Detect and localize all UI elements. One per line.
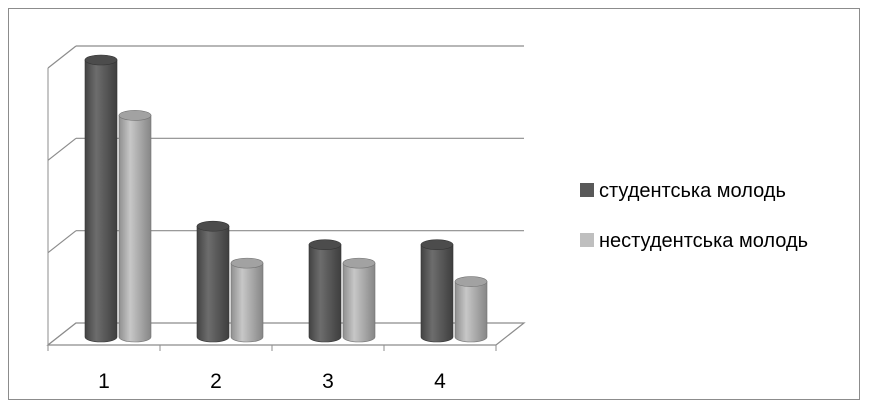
floor-plane <box>46 322 526 346</box>
bar-body <box>308 244 342 343</box>
gridline-depth-3 <box>47 45 77 69</box>
chart-floor <box>46 322 526 351</box>
x-tick-label: 3 <box>322 370 334 393</box>
legend-item-2: нестудентська молодь <box>580 230 808 252</box>
gridline-depth-2 <box>47 137 77 161</box>
legend-label: нестудентська молодь <box>599 230 808 252</box>
bar-top <box>196 220 230 232</box>
bar-body <box>420 244 454 343</box>
bar-top <box>420 239 454 250</box>
bar-top <box>454 276 488 287</box>
legend-swatch <box>580 183 594 197</box>
bar-1-1 <box>84 54 118 343</box>
bar-2-4 <box>454 276 488 343</box>
bar-1-3 <box>308 239 342 343</box>
bar-body <box>230 262 264 343</box>
bar-body <box>84 59 118 343</box>
bar-top <box>342 257 376 269</box>
x-axis-ticks: 1 2 3 4 <box>98 370 446 393</box>
x-tick-label: 2 <box>210 370 222 393</box>
bar-1-4 <box>420 239 454 343</box>
bar-top <box>230 257 264 269</box>
legend-label: студентська молодь <box>599 180 786 202</box>
x-tick-label: 1 <box>98 370 110 393</box>
legend-item-1: студентська молодь <box>580 180 786 202</box>
x-tick-label: 4 <box>434 370 446 393</box>
bar-top <box>84 54 118 66</box>
bar-body <box>454 281 488 343</box>
bar-body <box>118 115 152 343</box>
bar-2-3 <box>342 257 376 343</box>
bar-top <box>308 239 342 250</box>
bar-1-2 <box>196 220 230 343</box>
bar-body <box>196 225 230 343</box>
gridline-depth-1 <box>47 230 77 254</box>
bar-body <box>342 262 376 343</box>
legend-swatch <box>580 233 594 247</box>
bar-2-1 <box>118 110 152 343</box>
bar-2-2 <box>230 257 264 343</box>
bars <box>84 54 488 343</box>
bar-top <box>118 110 152 121</box>
legend: студентська молодь нестудентська молодь <box>580 180 808 252</box>
